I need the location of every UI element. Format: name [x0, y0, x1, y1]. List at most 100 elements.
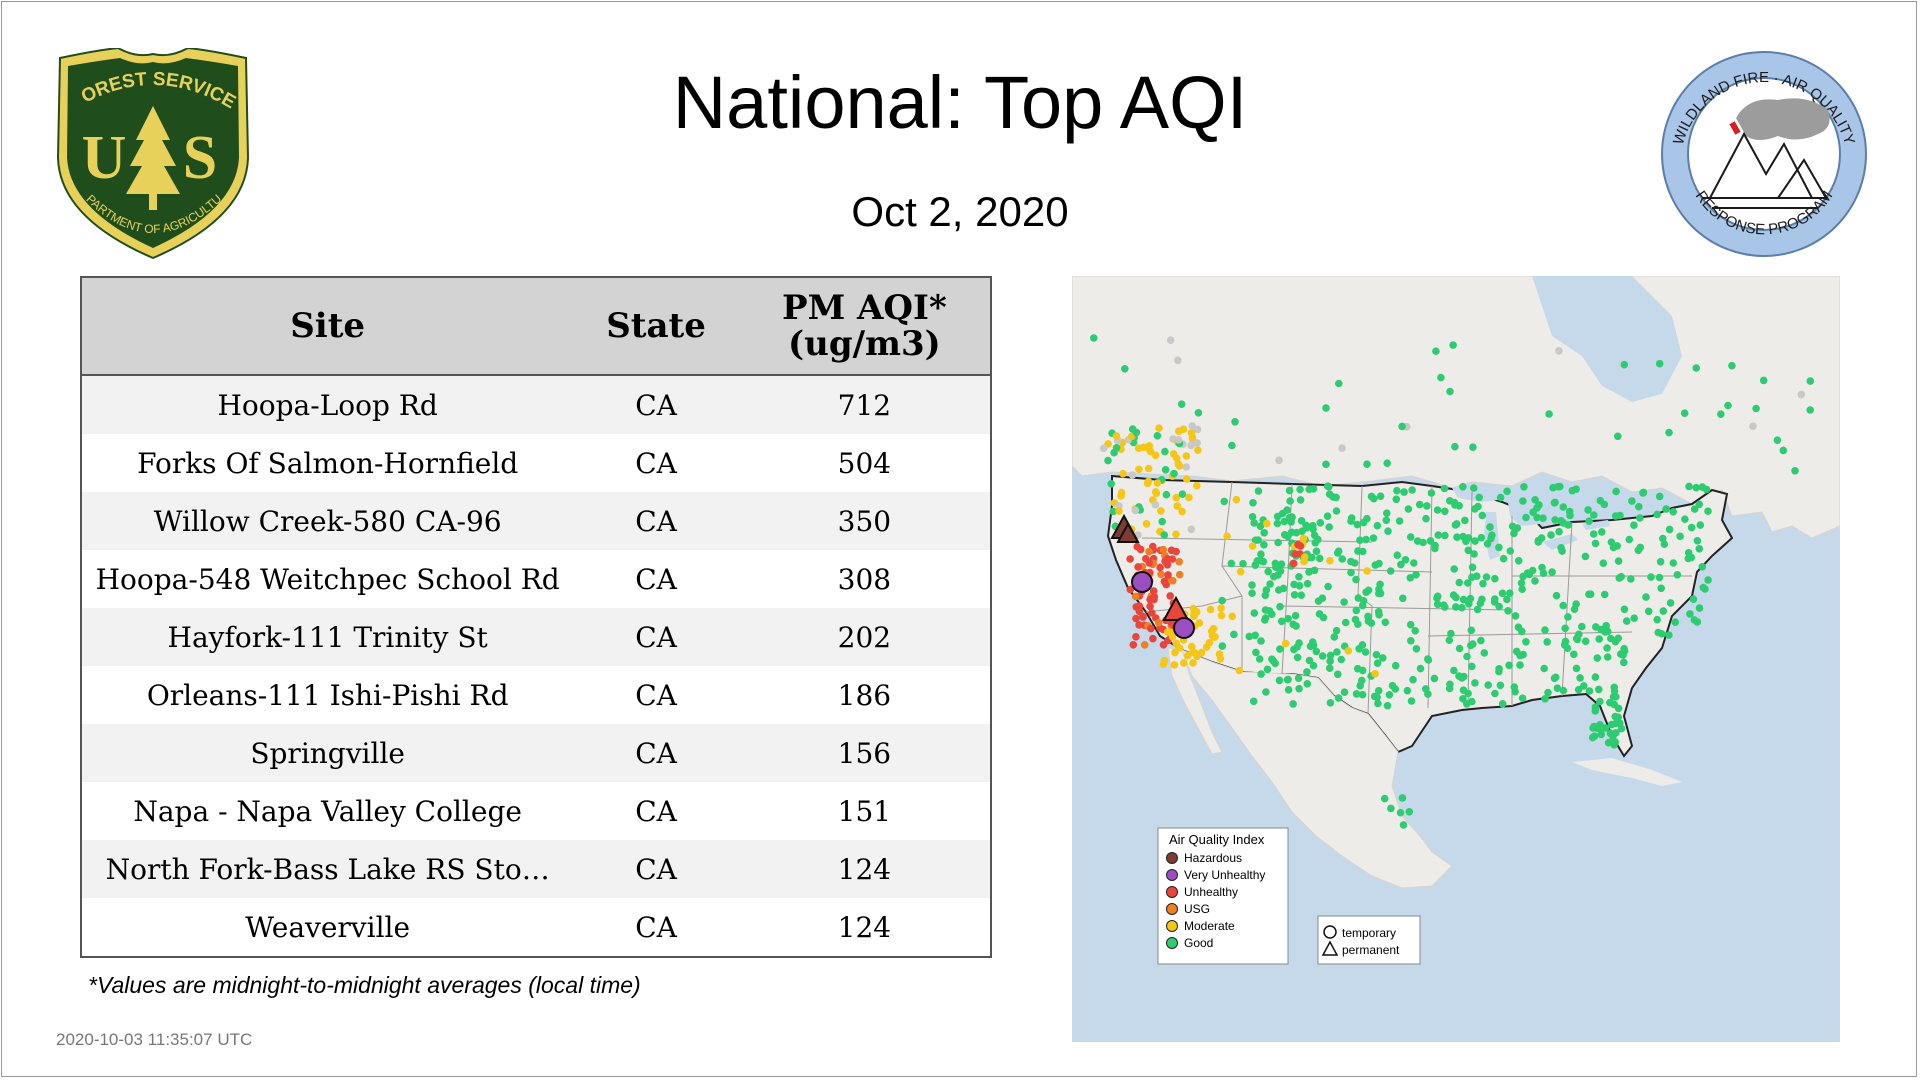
station-dot: [1347, 557, 1355, 566]
station-dot: [1459, 483, 1467, 491]
station-dot: [1595, 685, 1603, 694]
station-dot: [1188, 433, 1197, 442]
station-dot: [1406, 620, 1415, 629]
station-dot: [1290, 591, 1299, 599]
station-dot: [1409, 675, 1417, 684]
station-dot: [1506, 589, 1514, 597]
station-dot: [1478, 595, 1486, 604]
cell-state: CA: [573, 724, 739, 782]
station-dot: [1392, 495, 1401, 504]
station-dot: [1262, 586, 1271, 594]
station-dot: [1496, 493, 1505, 502]
station-dot: [1612, 487, 1620, 496]
station-dot: [1570, 650, 1578, 659]
cell-state: CA: [573, 434, 739, 492]
station-dot: [1255, 655, 1264, 663]
very-unhealthy-temporary-marker[interactable]: [1131, 571, 1153, 593]
station-dot: [1373, 659, 1382, 667]
station-dot: [1262, 688, 1270, 696]
high-aqi-markers[interactable]: [1110, 513, 1195, 639]
station-dot: [1182, 475, 1191, 483]
station-dot: [1303, 668, 1311, 676]
station-dot: [1308, 638, 1317, 646]
station-dot: [1512, 647, 1521, 656]
station-dot: [1446, 387, 1454, 396]
station-dot: [1589, 530, 1598, 538]
station-dot: [1398, 422, 1406, 431]
station-dot: [1275, 586, 1283, 594]
station-dot: [1300, 557, 1308, 566]
legend-swatch: [1166, 920, 1178, 932]
station-dot: [1276, 602, 1284, 611]
station-dot: [1149, 587, 1158, 595]
station-dot: [1445, 636, 1454, 644]
station-dot: [1139, 612, 1147, 621]
station-dot: [1586, 590, 1595, 598]
station-dot: [1548, 568, 1556, 576]
station-dot: [1406, 574, 1415, 582]
station-dot: [1135, 602, 1144, 610]
station-dot: [1289, 559, 1298, 568]
hazardous-permanent-marker[interactable]: [1116, 521, 1140, 543]
station-dot: [1488, 531, 1496, 539]
station-dot: [1193, 652, 1201, 661]
station-dot: [1601, 628, 1609, 636]
cell-site: Willow Creek-580 CA-96: [81, 492, 574, 550]
station-dot: [1170, 469, 1178, 478]
station-dot: [1659, 607, 1668, 615]
unhealthy-permanent-marker[interactable]: [1162, 595, 1190, 621]
station-dot: [1451, 521, 1460, 529]
station-dot: [1290, 645, 1298, 654]
station-dot: [1189, 604, 1198, 613]
station-dot: [1217, 604, 1225, 612]
station-dot: [1471, 537, 1479, 545]
station-dot: [1358, 690, 1367, 699]
station-dot: [1690, 505, 1699, 513]
station-dot: [1121, 365, 1129, 373]
station-dot: [1260, 541, 1268, 549]
station-dot: [1407, 637, 1415, 645]
station-dot: [1126, 585, 1135, 594]
cell-aqi: 308: [738, 550, 991, 608]
station-dot: [1451, 442, 1459, 451]
station-dot: [1277, 617, 1286, 626]
station-dot: [1625, 535, 1634, 544]
station-dot: [1295, 684, 1303, 693]
page-title: National: Top AQI: [672, 61, 1248, 144]
station-dot: [1340, 688, 1349, 696]
aqi-map[interactable]: Air Quality Index Hazardous Very Unhealth…: [1072, 276, 1840, 1042]
station-dot: [1495, 602, 1503, 611]
pine-tree-icon: [126, 106, 180, 210]
station-dot: [1249, 697, 1258, 706]
station-dot: [1163, 561, 1172, 569]
station-dot: [1585, 687, 1594, 695]
station-dot: [1698, 563, 1707, 571]
station-dot: [1544, 688, 1552, 697]
station-dot: [1655, 359, 1664, 368]
station-dot: [1376, 492, 1385, 500]
station-dot: [1263, 665, 1272, 674]
station-dot: [1383, 701, 1392, 710]
station-dot: [1692, 364, 1700, 372]
station-dot: [1531, 577, 1539, 585]
station-dot: [1391, 661, 1400, 670]
station-dot: [1298, 527, 1306, 535]
station-dot: [1337, 655, 1346, 664]
footnote: *Values are midnight-to-midnight average…: [88, 972, 641, 998]
station-dot: [1580, 682, 1588, 690]
station-dot: [1358, 666, 1367, 675]
station-dot: [1469, 640, 1477, 648]
station-dot: [1332, 507, 1341, 515]
station-dot: [1194, 409, 1203, 417]
station-dot: [1511, 612, 1520, 620]
station-dot: [1426, 537, 1435, 545]
very-unhealthy-temporary-marker[interactable]: [1173, 617, 1195, 639]
station-dot: [1284, 686, 1293, 694]
table-header-row: Site State PM AQI* (ug/m3): [81, 277, 991, 376]
station-dot: [1185, 493, 1193, 502]
legend-title: Air Quality Index: [1169, 832, 1265, 847]
station-dot: [1559, 686, 1568, 695]
station-dot: [1518, 694, 1527, 702]
cell-aqi: 202: [738, 608, 991, 666]
station-dot: [1248, 513, 1257, 521]
